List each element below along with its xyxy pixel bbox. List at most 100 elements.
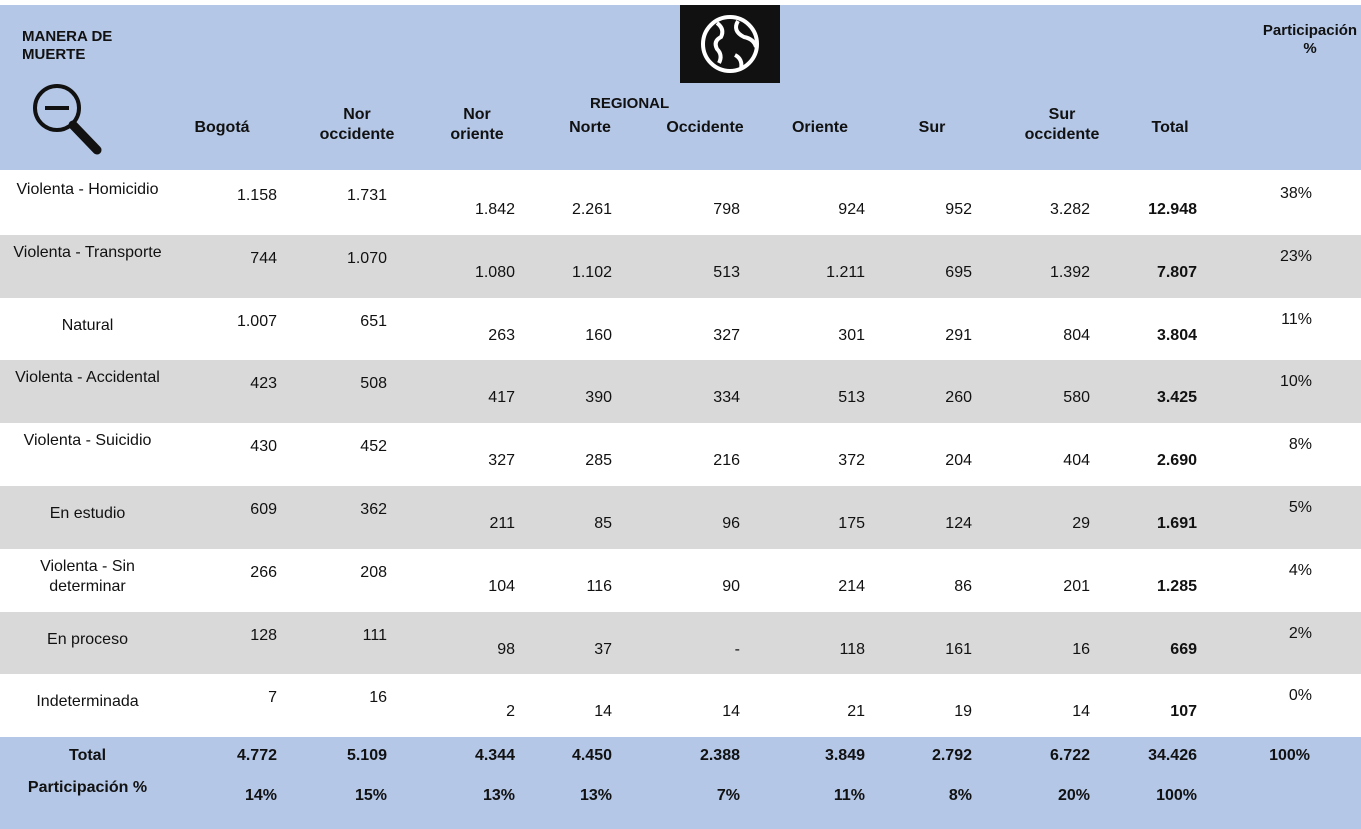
cell-value: 14 (594, 703, 612, 721)
cell-value: 14 (722, 703, 740, 721)
cell-value: 2.261 (571, 201, 612, 218)
footer-band (0, 737, 1361, 829)
cell-value: 216 (713, 452, 740, 470)
cell-value: 452 (360, 438, 387, 456)
totals-value: 6.722 (1049, 747, 1090, 764)
totals-value: 4.772 (236, 747, 277, 764)
share-row-value: 13% (482, 787, 515, 804)
row-band (0, 674, 1361, 738)
cell-value: 37 (594, 640, 612, 658)
cell-value: 417 (488, 389, 515, 407)
row-band (0, 486, 1361, 549)
row-band (0, 548, 1361, 612)
column-header: Sur occidente (1024, 106, 1100, 143)
cell-value: 98 (497, 640, 515, 658)
row-share: 2% (1288, 624, 1312, 642)
share-row-total: 100% (1156, 787, 1197, 804)
cell-value: 111 (362, 626, 387, 644)
cell-value: 260 (945, 389, 972, 407)
cell-value: 175 (838, 515, 865, 532)
cell-value: 90 (722, 577, 740, 595)
cell-value: 116 (586, 577, 612, 595)
cell-value: 404 (1063, 452, 1090, 470)
cell-value: 204 (945, 452, 972, 470)
row-label: En proceso (47, 630, 128, 648)
row-share: 0% (1288, 687, 1312, 705)
totals-value: 3.849 (824, 747, 865, 764)
totals-value: 2.792 (931, 747, 972, 764)
row-total: 3.804 (1156, 326, 1197, 344)
cell-value: 1.070 (346, 249, 387, 267)
row-label: Violenta - Sin determinar (40, 557, 135, 595)
row-total: 2.690 (1156, 452, 1197, 470)
cell-value: 1.211 (826, 263, 865, 281)
totals-value: 4.450 (571, 747, 612, 764)
row-share: 10% (1279, 373, 1312, 391)
cell-value: 695 (945, 263, 972, 281)
cell-value: 362 (360, 501, 387, 518)
column-header: Norte (569, 119, 611, 136)
cell-value: 513 (713, 263, 740, 281)
cell-value: 124 (945, 515, 972, 532)
cell-value: 1.007 (236, 312, 277, 330)
column-header: Nor occidente (319, 106, 395, 143)
row-share: 23% (1279, 247, 1312, 265)
cell-value: 263 (488, 326, 515, 344)
row-share: 8% (1288, 436, 1312, 454)
row-band (0, 360, 1361, 424)
globe-icon (680, 5, 780, 83)
cell-value: 1.731 (346, 187, 387, 204)
cell-value: 285 (585, 452, 612, 470)
cell-value: 334 (713, 389, 740, 407)
column-header: Total (1151, 119, 1189, 136)
cell-value: 85 (594, 515, 612, 532)
column-header: Oriente (791, 119, 848, 136)
cell-value: 21 (847, 703, 865, 721)
column-header: Bogotá (194, 119, 250, 136)
share-row-value: 13% (579, 787, 612, 804)
cell-value: 16 (369, 689, 387, 707)
totals-share: 100% (1269, 747, 1310, 764)
totals-value: 5.109 (346, 747, 387, 764)
header-title: MANERA DE MUERTE (22, 28, 113, 63)
cell-value: 211 (489, 515, 515, 532)
share-row-value: 11% (833, 787, 865, 804)
cell-value: 29 (1072, 515, 1090, 532)
cell-value: 7 (268, 689, 277, 707)
cell-value: 128 (250, 626, 277, 644)
cell-value: 1.102 (571, 263, 612, 281)
cell-value: 214 (838, 577, 865, 595)
row-label: Violenta - Transporte (13, 243, 162, 261)
cell-value: 160 (585, 326, 612, 344)
column-header: Nor oriente (450, 106, 504, 143)
share-row-value: 14% (244, 787, 277, 804)
cell-value: - (734, 640, 740, 658)
share-row-value: 20% (1057, 787, 1090, 804)
cell-value: 96 (722, 515, 740, 532)
cell-value: 3.282 (1049, 201, 1090, 218)
cell-value: 291 (945, 326, 972, 344)
cell-value: 118 (839, 640, 865, 658)
cell-value: 372 (838, 452, 865, 470)
cell-value: 266 (250, 563, 277, 581)
cell-value: 201 (1063, 577, 1090, 595)
row-share: 38% (1279, 185, 1312, 202)
cell-value: 580 (1063, 389, 1090, 407)
cell-value: 1.158 (236, 187, 277, 204)
cell-value: 423 (250, 375, 277, 393)
row-label: Violenta - Suicidio (23, 432, 152, 450)
column-header: Sur (918, 119, 946, 136)
row-total: 669 (1170, 640, 1197, 658)
row-share: 4% (1288, 561, 1312, 579)
row-label: Natural (61, 316, 114, 334)
cell-value: 804 (1063, 326, 1090, 344)
cell-value: 16 (1072, 640, 1090, 658)
totals-total: 34.426 (1148, 747, 1197, 764)
cell-value: 327 (713, 326, 740, 344)
cell-value: 952 (945, 201, 972, 218)
zoom-out-icon (33, 84, 102, 155)
row-band (0, 611, 1361, 675)
row-label: En estudio (49, 505, 126, 522)
row-band (0, 423, 1361, 486)
